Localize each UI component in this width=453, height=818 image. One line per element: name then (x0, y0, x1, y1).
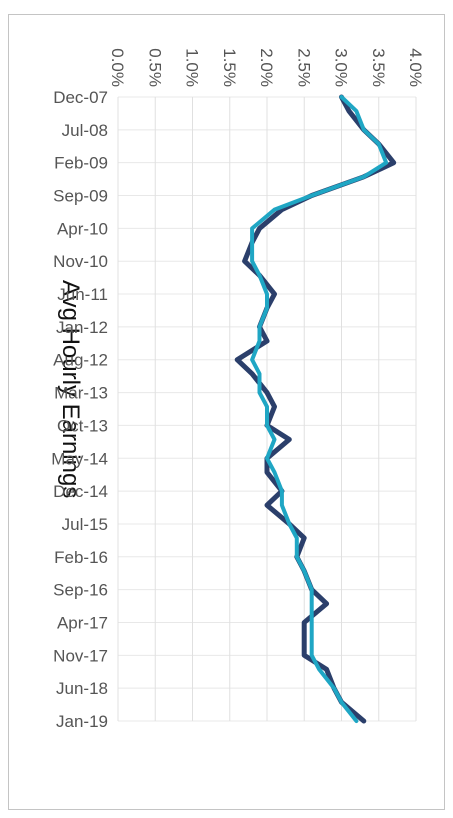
x-tick-label: Jul-15 (62, 515, 108, 534)
avg-hourly-earnings-chart: Avg Hourly Earnings 0.0% 0.5% 1.0% 1.5% 2.0%… (51, 48, 425, 731)
x-tick-label: Jul-08 (62, 121, 108, 140)
series-line-teal (250, 95, 389, 723)
x-tick-label: Jan-12 (56, 318, 108, 337)
chart-title: Avg Hourly Earnings (57, 280, 84, 498)
x-tick-label: Nov-17 (53, 646, 108, 665)
series-line-dark (234, 94, 397, 724)
x-tick-label: Jan-19 (56, 712, 108, 731)
y-tick-label: 0.0% (108, 48, 127, 87)
x-tick-label: Dec-07 (53, 88, 108, 107)
x-tick-label: Sep-16 (53, 581, 108, 600)
y-tick-label: 1.0% (183, 48, 202, 87)
y-tick-label: 3.5% (369, 48, 388, 87)
x-tick-label: Mar-13 (54, 384, 108, 403)
y-tick-label: 0.5% (145, 48, 164, 87)
x-tick-label: Feb-09 (54, 154, 108, 173)
y-tick-label: 2.0% (257, 48, 276, 87)
x-tick-label: Feb-16 (54, 548, 108, 567)
x-tick-label: Sep-09 (53, 187, 108, 206)
chart-frame: Avg Hourly Earnings 0.0% 0.5% 1.0% 1.5% 2.0%… (8, 14, 445, 810)
x-tick-label: Jun-18 (56, 679, 108, 698)
x-tick-label: Oct-13 (57, 416, 108, 435)
x-tick-label: Dec-14 (53, 482, 108, 501)
x-tick-label: Apr-17 (57, 613, 108, 632)
y-tick-label: 4.0% (406, 48, 425, 87)
y-tick-label: 3.0% (332, 48, 351, 87)
x-tick-label: May-14 (51, 449, 108, 468)
x-tick-label: Nov-10 (53, 252, 108, 271)
y-tick-label: 1.5% (220, 48, 239, 87)
y-tick-label: 2.5% (294, 48, 313, 87)
x-tick-label: Jun-11 (57, 285, 108, 304)
x-tick-label: Apr-10 (57, 219, 108, 238)
x-tick-label: Aug-12 (53, 351, 108, 370)
